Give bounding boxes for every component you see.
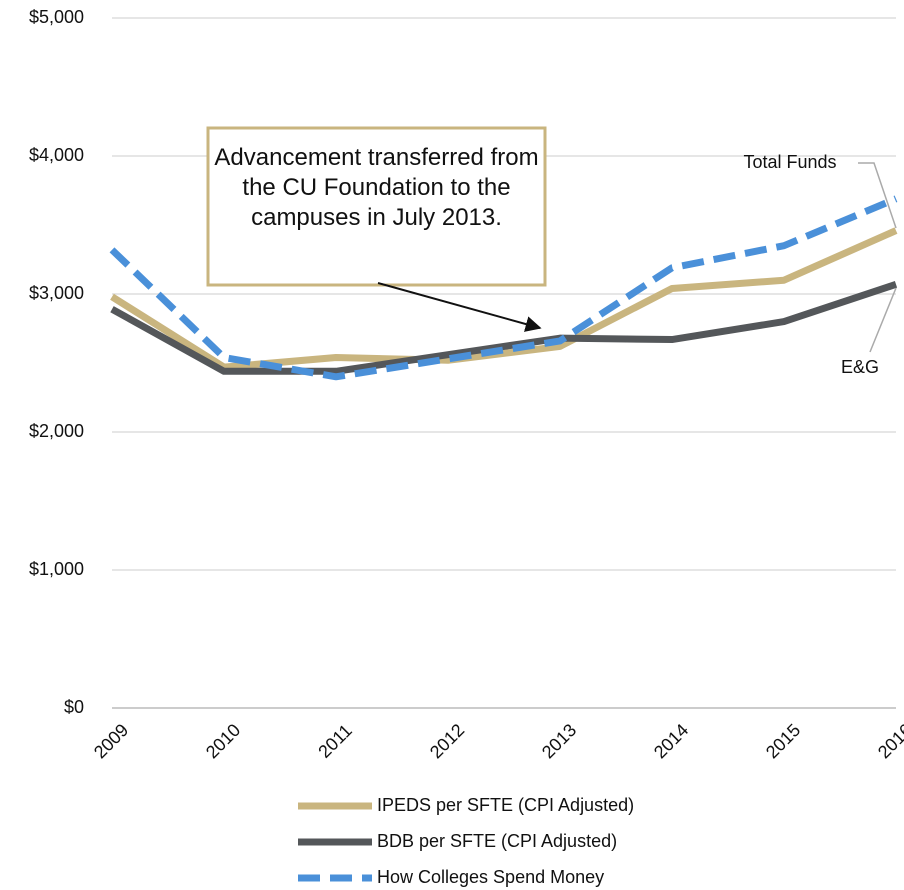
x-tick-label: 2009 (90, 720, 132, 762)
series-line (110, 227, 898, 371)
x-tick-label: 2011 (314, 720, 356, 762)
annotation-wrap: Advancement transferred from the CU Foun… (214, 144, 539, 231)
x-tick-label: 2013 (538, 720, 580, 762)
annotation: Total Funds (743, 152, 836, 172)
leader-line (858, 162, 897, 229)
y-tick-label: $0 (64, 697, 84, 717)
y-tick-label: $2,000 (29, 421, 84, 441)
x-tick-label: 2012 (426, 720, 468, 762)
series-line (110, 281, 898, 375)
annotation-arrow (377, 282, 542, 332)
legend-label: How Colleges Spend Money (377, 867, 604, 887)
annotation: Advancement transferred from the CU Foun… (214, 144, 539, 231)
annotation-box (206, 126, 547, 287)
series-line (109, 195, 898, 381)
y-tick-label: $4,000 (29, 145, 84, 165)
legend-label: BDB per SFTE (CPI Adjusted) (377, 831, 617, 851)
y-tick-label: $1,000 (29, 559, 84, 579)
x-tick-label: 2010 (202, 720, 244, 762)
leader-line (869, 287, 897, 353)
annotation: E&G (841, 357, 879, 377)
y-tick-label: $3,000 (29, 283, 84, 303)
legend-label: IPEDS per SFTE (CPI Adjusted) (377, 795, 634, 815)
x-tick-label: 2014 (650, 720, 692, 762)
x-tick-label: 2016 (874, 720, 904, 762)
x-tick-label: 2015 (762, 720, 804, 762)
y-tick-label: $5,000 (29, 7, 84, 27)
